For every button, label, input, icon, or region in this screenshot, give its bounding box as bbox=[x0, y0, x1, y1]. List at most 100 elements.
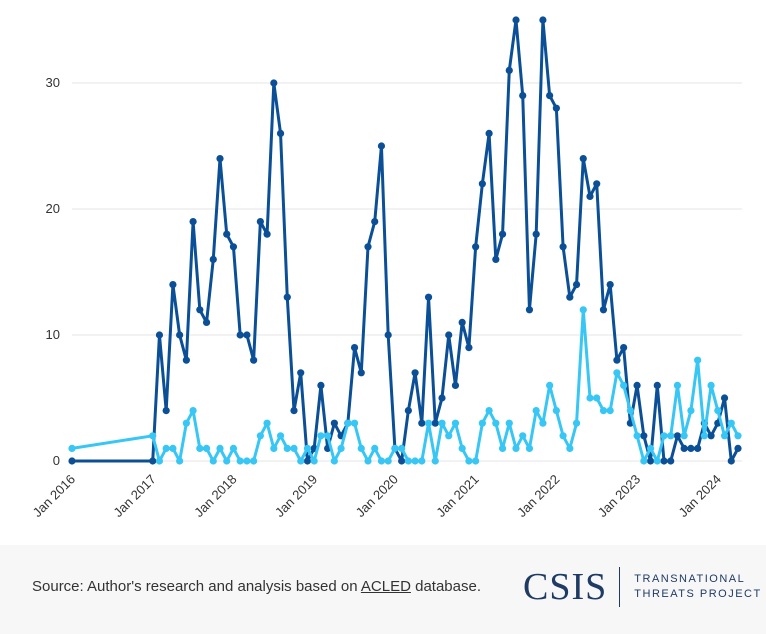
x-tick-label: Jan 2024 bbox=[676, 472, 724, 520]
data-point bbox=[700, 432, 708, 440]
data-point bbox=[377, 142, 386, 150]
data-point bbox=[196, 444, 204, 452]
data-point bbox=[613, 369, 621, 377]
footer: Source: Author's research and analysis b… bbox=[0, 545, 766, 634]
data-point bbox=[599, 407, 608, 415]
x-tick-label: Jan 2020 bbox=[353, 472, 401, 520]
data-point bbox=[270, 79, 278, 87]
data-point bbox=[182, 419, 190, 427]
data-point bbox=[640, 457, 648, 465]
data-point bbox=[438, 419, 446, 427]
logo-subtitle: TRANSNATIONAL THREATS PROJECT bbox=[634, 572, 761, 602]
gridlines bbox=[72, 82, 742, 462]
data-point bbox=[559, 243, 567, 251]
data-point bbox=[169, 444, 177, 452]
data-point bbox=[451, 419, 460, 427]
data-point bbox=[485, 129, 493, 137]
data-point bbox=[263, 419, 271, 427]
data-point bbox=[673, 432, 682, 440]
data-point bbox=[243, 331, 251, 339]
data-point bbox=[519, 92, 527, 100]
data-point bbox=[492, 419, 500, 427]
data-point bbox=[707, 381, 715, 389]
data-point bbox=[653, 457, 661, 465]
data-point bbox=[512, 16, 520, 24]
source-prefix: Source: Author's research and analysis b… bbox=[32, 578, 361, 595]
data-point bbox=[680, 444, 688, 452]
data-point bbox=[176, 331, 184, 339]
data-point bbox=[694, 356, 702, 364]
data-point bbox=[384, 331, 392, 339]
data-point bbox=[243, 457, 251, 465]
data-point bbox=[606, 407, 614, 415]
data-point bbox=[398, 457, 406, 465]
data-point bbox=[149, 432, 157, 440]
data-point bbox=[613, 356, 621, 364]
plot-area bbox=[68, 16, 742, 465]
data-point bbox=[734, 444, 742, 452]
data-point bbox=[525, 444, 534, 452]
data-point bbox=[68, 444, 76, 452]
data-point bbox=[236, 457, 244, 465]
data-point bbox=[182, 356, 190, 364]
data-point bbox=[505, 419, 513, 427]
source-suffix: database. bbox=[410, 578, 481, 595]
data-point bbox=[498, 444, 507, 452]
data-point bbox=[566, 444, 574, 452]
data-point bbox=[418, 419, 426, 427]
data-point bbox=[290, 444, 298, 452]
data-point bbox=[377, 457, 386, 465]
data-point bbox=[202, 318, 211, 326]
data-point bbox=[478, 180, 486, 188]
data-point bbox=[438, 394, 446, 402]
data-point bbox=[229, 243, 238, 251]
logo-wordmark: CSIS bbox=[523, 566, 608, 608]
data-point bbox=[694, 444, 702, 452]
y-tick-label: 0 bbox=[53, 453, 60, 468]
data-point bbox=[532, 230, 540, 238]
data-point bbox=[263, 230, 271, 238]
data-point bbox=[586, 394, 594, 402]
logo-divider bbox=[619, 567, 621, 607]
data-point bbox=[586, 192, 594, 200]
source-note: Source: Author's research and analysis b… bbox=[32, 578, 481, 595]
x-tick-label: Jan 2022 bbox=[514, 472, 562, 520]
data-point bbox=[155, 331, 164, 339]
data-point bbox=[465, 457, 473, 465]
data-point bbox=[720, 432, 729, 440]
data-point bbox=[276, 129, 285, 137]
data-point bbox=[552, 407, 560, 415]
data-point bbox=[734, 432, 742, 440]
data-point bbox=[653, 381, 661, 389]
data-point bbox=[297, 457, 305, 465]
x-tick-label: Jan 2021 bbox=[433, 472, 481, 520]
series-line bbox=[72, 18, 740, 463]
data-point bbox=[155, 457, 164, 465]
data-point bbox=[451, 381, 460, 389]
data-point bbox=[411, 457, 419, 465]
logo-subtitle-line1: TRANSNATIONAL bbox=[634, 573, 746, 585]
data-point bbox=[418, 457, 426, 465]
data-point bbox=[546, 92, 554, 100]
data-point bbox=[317, 432, 325, 440]
data-point bbox=[445, 432, 453, 440]
data-point bbox=[559, 432, 567, 440]
y-tick-label: 10 bbox=[46, 327, 60, 342]
data-point bbox=[209, 255, 217, 263]
data-point bbox=[498, 230, 507, 238]
data-point bbox=[270, 444, 278, 452]
data-point bbox=[216, 155, 224, 163]
data-point bbox=[458, 318, 466, 326]
data-point bbox=[492, 255, 500, 263]
y-tick-label: 30 bbox=[46, 75, 60, 90]
x-tick-label: Jan 2023 bbox=[595, 472, 643, 520]
data-point bbox=[445, 331, 453, 339]
x-tick-label: Jan 2017 bbox=[110, 472, 158, 520]
data-point bbox=[330, 457, 338, 465]
data-point bbox=[539, 419, 547, 427]
data-point bbox=[404, 407, 412, 415]
data-point bbox=[324, 432, 332, 440]
acled-link[interactable]: ACLED bbox=[360, 578, 411, 595]
line-chart: Jan 2016 Jan 2017 Jan 2018 Jan 2019 Jan 2020… bbox=[30, 16, 742, 520]
x-tick-label: Jan 2019 bbox=[272, 472, 320, 520]
